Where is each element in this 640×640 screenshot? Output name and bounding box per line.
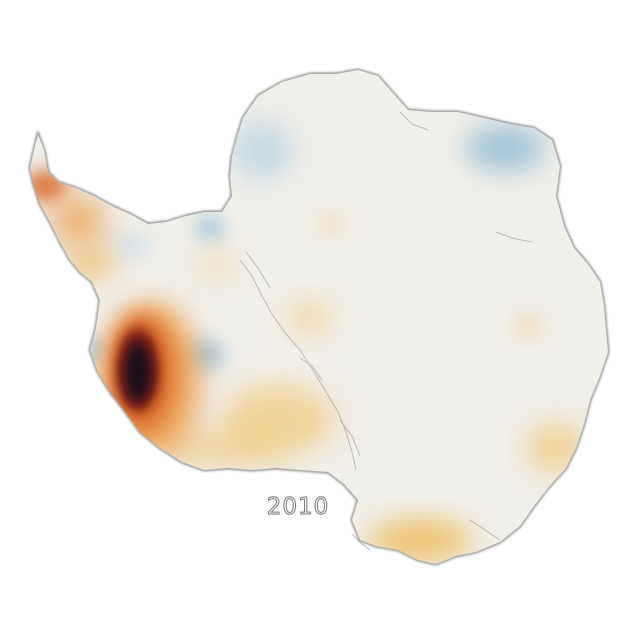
loss-region-ross-edge <box>160 430 280 466</box>
loss-region-peninsula-base <box>64 244 116 280</box>
loss-region-east <box>514 314 542 338</box>
gain-region-east <box>465 126 545 170</box>
gain-region-north <box>230 120 294 180</box>
loss-region-south <box>368 520 472 560</box>
mountain-texture <box>239 111 533 551</box>
loss-region-inner <box>316 212 344 236</box>
year-label: 2010 <box>266 494 330 521</box>
gain-region-inner <box>196 216 224 240</box>
loss-region-amundsen-core <box>124 342 152 402</box>
gain-region-peninsula <box>112 232 152 260</box>
loss-region-peninsula-mid <box>50 196 106 244</box>
loss-region-central <box>288 300 332 336</box>
loss-region-north <box>196 250 236 282</box>
